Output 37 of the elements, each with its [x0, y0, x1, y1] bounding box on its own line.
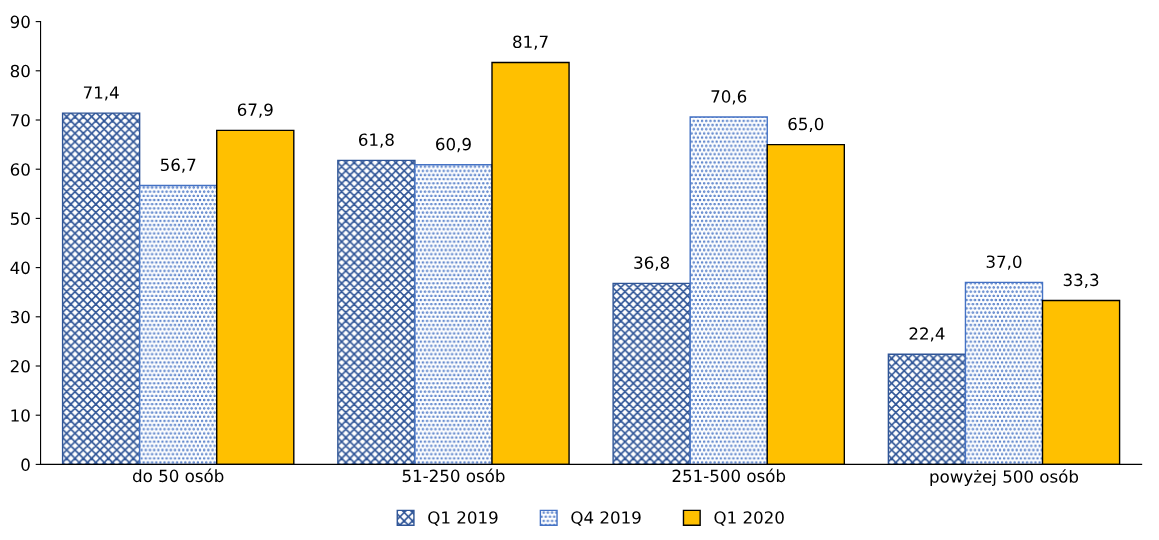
data-label: 67,9	[237, 103, 273, 118]
data-label: 33,3	[1063, 273, 1099, 288]
y-tick-label: 30	[10, 310, 30, 324]
y-tick-label: 0	[21, 458, 30, 471]
data-label: 70,6	[711, 90, 747, 105]
bar	[61, 112, 141, 465]
y-tick-label: 10	[11, 409, 30, 422]
data-label: 22,4	[909, 327, 945, 342]
data-label: 37,0	[986, 255, 1022, 270]
y-tick-label: 90	[10, 15, 30, 29]
data-label: 65,0	[788, 117, 824, 132]
bar	[612, 282, 691, 465]
data-label: 36,8	[634, 256, 670, 271]
bar	[887, 353, 967, 465]
data-label: 71,4	[83, 86, 119, 101]
bar	[964, 281, 1044, 465]
y-tick-label: 40	[10, 261, 30, 275]
bar	[138, 184, 218, 465]
x-tick-label: 251-500 osób	[672, 468, 786, 483]
bar	[337, 159, 416, 465]
data-label: 61,8	[358, 133, 394, 148]
data-label: 60,9	[436, 137, 471, 153]
legend-label: Q1 2020	[714, 511, 784, 526]
data-label: 81,7	[513, 35, 548, 50]
x-tick-label: do 50 osób	[133, 468, 224, 483]
data-label: 56,7	[160, 158, 196, 173]
legend-label: Q4 2019	[571, 511, 641, 526]
x-tick-label: 51-250 osób	[402, 468, 505, 483]
legend-label: Q1 2019	[428, 511, 498, 526]
y-tick-label: 50	[10, 212, 30, 225]
bar	[689, 116, 768, 465]
y-tick-label: 60	[10, 163, 30, 176]
y-tick-label: 70	[11, 113, 30, 127]
y-tick-label: 20	[10, 359, 30, 373]
y-tick-label: 80	[10, 64, 30, 78]
bar	[414, 164, 493, 465]
x-tick-label: powyżej 500 osób	[930, 469, 1079, 487]
